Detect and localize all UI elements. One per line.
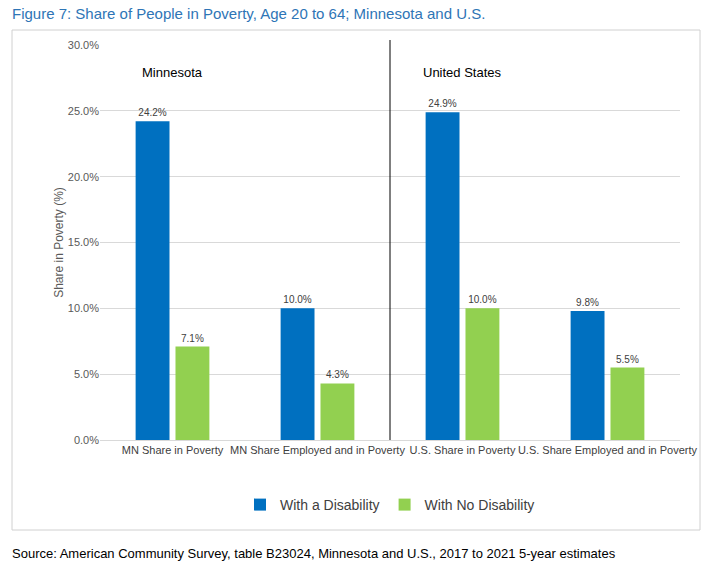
svg-text:U.S. Share Employed and in Pov: U.S. Share Employed and in Poverty bbox=[518, 444, 698, 456]
svg-text:10.0%: 10.0% bbox=[468, 294, 496, 305]
svg-text:U.S. Share in Poverty: U.S. Share in Poverty bbox=[410, 444, 516, 456]
svg-text:20.0%: 20.0% bbox=[68, 171, 99, 183]
svg-text:24.9%: 24.9% bbox=[428, 98, 456, 109]
svg-text:Share in Poverty (%): Share in Poverty (%) bbox=[52, 187, 66, 298]
svg-text:Figure 7: Share of People in P: Figure 7: Share of People in Poverty, Ag… bbox=[12, 5, 485, 22]
svg-text:4.3%: 4.3% bbox=[326, 369, 349, 380]
svg-text:30.0%: 30.0% bbox=[68, 39, 99, 51]
svg-text:United States: United States bbox=[423, 65, 502, 80]
svg-text:10.0%: 10.0% bbox=[283, 294, 311, 305]
svg-text:25.0%: 25.0% bbox=[68, 105, 99, 117]
svg-text:Minnesota: Minnesota bbox=[142, 65, 203, 80]
svg-text:0.0%: 0.0% bbox=[74, 434, 99, 446]
svg-text:MN Share Employed and in Pover: MN Share Employed and in Poverty bbox=[230, 444, 405, 456]
svg-text:With No Disability: With No Disability bbox=[425, 497, 535, 513]
svg-text:MN Share in Poverty: MN Share in Poverty bbox=[122, 444, 224, 456]
svg-text:7.1%: 7.1% bbox=[181, 333, 204, 344]
svg-text:10.0%: 10.0% bbox=[68, 302, 99, 314]
svg-text:5.0%: 5.0% bbox=[74, 368, 99, 380]
svg-text:15.0%: 15.0% bbox=[68, 236, 99, 248]
svg-text:9.8%: 9.8% bbox=[576, 297, 599, 308]
svg-text:5.5%: 5.5% bbox=[616, 354, 639, 365]
svg-text:With a Disability: With a Disability bbox=[280, 497, 380, 513]
svg-text:24.2%: 24.2% bbox=[138, 107, 166, 118]
svg-text:Source: American Community Sur: Source: American Community Survey, table… bbox=[12, 546, 616, 561]
